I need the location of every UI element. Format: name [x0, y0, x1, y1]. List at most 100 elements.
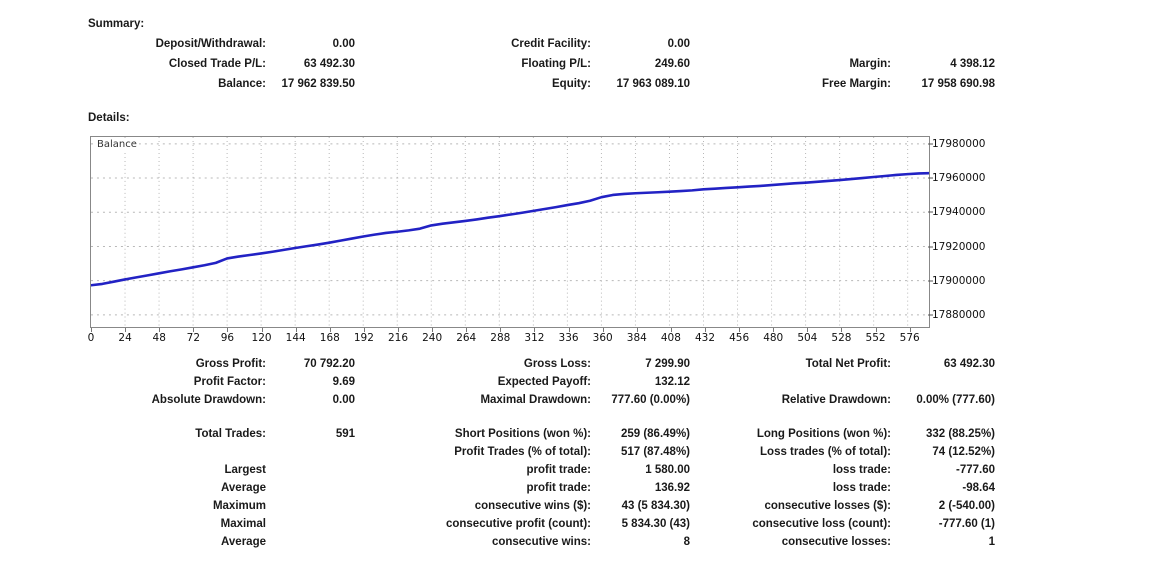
stats-row-2-label-2: Maximal Drawdown: [480, 394, 591, 406]
summary-row-1-gutter-2 [696, 58, 741, 70]
stats-row-7-label-3: loss trade: [832, 482, 891, 494]
stats-row-1-value-1: 9.69 [332, 376, 355, 388]
stats-row-10-value-2: 8 [683, 536, 690, 548]
summary-row-2-label-1: Balance: [218, 78, 266, 90]
stats-row-8-value-3: 2 (-540.00) [938, 500, 995, 512]
x-tick-label: 0 [87, 332, 95, 344]
stats-row-1-value-2: 132.12 [654, 376, 690, 388]
stats-row-2-label-3: Relative Drawdown: [781, 394, 891, 406]
x-tick-mark [534, 328, 536, 332]
x-tick-mark [602, 328, 604, 332]
x-tick-label: 408 [660, 332, 681, 344]
x-tick-label: 264 [456, 332, 477, 344]
stats-row-5-gutter-1 [361, 446, 406, 458]
x-tick-label: 384 [626, 332, 647, 344]
x-tick-label: 144 [285, 332, 306, 344]
x-tick-label: 24 [118, 332, 132, 344]
stats-row-6-label-1: Largest [224, 464, 266, 476]
y-tick-mark [928, 246, 933, 248]
stats-row-4-value-3: 332 (88.25%) [925, 428, 995, 440]
summary-row-2-label-2: Equity: [552, 78, 591, 90]
stats-row-0-gutter-2 [696, 358, 741, 370]
stats-row-10-label-2: consecutive wins: [491, 536, 591, 548]
x-tick-mark [125, 328, 127, 332]
x-tick-label: 72 [186, 332, 201, 344]
x-tick-mark [261, 328, 263, 332]
x-tick-label: 96 [220, 332, 235, 344]
stats-row-0-label-1: Gross Profit: [195, 358, 266, 370]
stats-row-7-value-3: -98.64 [962, 482, 995, 494]
summary-row-1-value-3: 4 398.12 [950, 58, 995, 70]
stats-row-1-label-2: Expected Payoff: [497, 376, 591, 388]
y-tick-mark [928, 177, 933, 179]
stats-row-7-gutter-1 [361, 482, 406, 494]
y-tick-label: 17960000 [932, 172, 986, 185]
summary-row-0-gutter-1 [361, 38, 406, 50]
stats-row-4-label-3: Long Positions (won %): [756, 428, 891, 440]
x-tick-mark [875, 328, 877, 332]
stats-row-8-value-1 [266, 500, 361, 512]
summary-row-2-gutter-2 [696, 78, 741, 90]
x-tick-mark [91, 328, 92, 332]
chart-x-axis: 0 24 48 72 96 120 144 168 192 216 240 264 288 312 336 3… [87, 328, 932, 348]
stats-row-0-label-3: Total Net Profit: [805, 358, 891, 370]
stats-row-4-value-1: 591 [335, 428, 355, 440]
summary-row-0-value-3 [891, 38, 1001, 50]
stats-row-7-gutter-2 [696, 482, 741, 494]
x-tick-label: 240 [422, 332, 443, 344]
summary-row-1-label-2: Floating P/L: [521, 58, 591, 70]
x-tick-label: 576 [899, 332, 920, 344]
stats-row-7-value-2: 136.92 [654, 482, 690, 494]
chart-y-axis: 17880000 17900000 17920000 17940000 17960000… [928, 136, 1012, 330]
stats-row-9-value-3: -777.60 (1) [938, 518, 995, 530]
x-tick-label: 312 [524, 332, 545, 344]
stats-row-9-value-1 [266, 518, 361, 530]
stats-row-5-value-1 [266, 446, 361, 458]
stats-row-0-value-3: 63 492.30 [943, 358, 995, 370]
stats-row-8-value-2: 43 (5 834.30) [621, 500, 690, 512]
x-tick-mark [636, 328, 638, 332]
y-tick-label: 17880000 [932, 309, 986, 322]
summary-row-1-gutter-1 [361, 58, 406, 70]
balance-chart[interactable]: Balance [90, 136, 930, 328]
stats-row-0-value-2: 7 299.90 [645, 358, 690, 370]
stats-row-0-gutter-1 [361, 358, 406, 370]
stats-row-6-value-3: -777.60 [955, 464, 995, 476]
stats-row-9-gutter-2 [696, 518, 741, 530]
y-tick-mark [928, 211, 933, 213]
detailed-stats-grid: Gross Profit: 70 792.20 Gross Loss: 7 299.9… [48, 358, 1001, 548]
x-tick-mark [568, 328, 570, 332]
summary-row-0-gutter-2 [696, 38, 741, 50]
summary-row-2-value-1: 17 962 839.50 [281, 78, 355, 90]
stats-row-0-value-1: 70 792.20 [303, 358, 355, 370]
x-tick-label: 120 [251, 332, 272, 344]
x-tick-mark [500, 328, 502, 332]
stats-row-10-label-1: Average [221, 536, 266, 548]
summary-row-2-label-3: Free Margin: [821, 78, 891, 90]
x-tick-mark [807, 328, 809, 332]
x-tick-mark [773, 328, 775, 332]
x-tick-label: 336 [558, 332, 579, 344]
chart-legend-balance: Balance [95, 139, 139, 150]
stats-row-9-value-2: 5 834.30 (43) [621, 518, 690, 530]
x-tick-mark [909, 328, 911, 332]
stats-row-8-label-1: Maximum [212, 500, 266, 512]
stats-row-10-gutter-2 [696, 536, 741, 548]
stats-row-10-value-3: 1 [988, 536, 995, 548]
stats-row-2-value-2: 777.60 (0.00%) [611, 394, 690, 406]
stats-row-5-gutter-2 [696, 446, 741, 458]
stats-row-10-gutter-1 [361, 536, 406, 548]
summary-row-0-value-2: 0.00 [667, 38, 690, 50]
x-tick-label: 456 [729, 332, 750, 344]
x-tick-label: 216 [387, 332, 409, 344]
stats-row-5-label-3: Loss trades (% of total): [760, 446, 891, 458]
stats-row-9-label-2: consecutive profit (count): [445, 518, 591, 530]
summary-section-title: Summary: [88, 18, 145, 30]
stats-row-2-gutter-2 [696, 394, 741, 406]
x-tick-label: 48 [152, 332, 166, 344]
x-tick-mark [295, 328, 297, 332]
stats-row-spacer [48, 412, 1001, 422]
stats-row-2-value-1: 0.00 [332, 394, 355, 406]
summary-row-1-label-3: Margin: [849, 58, 891, 70]
